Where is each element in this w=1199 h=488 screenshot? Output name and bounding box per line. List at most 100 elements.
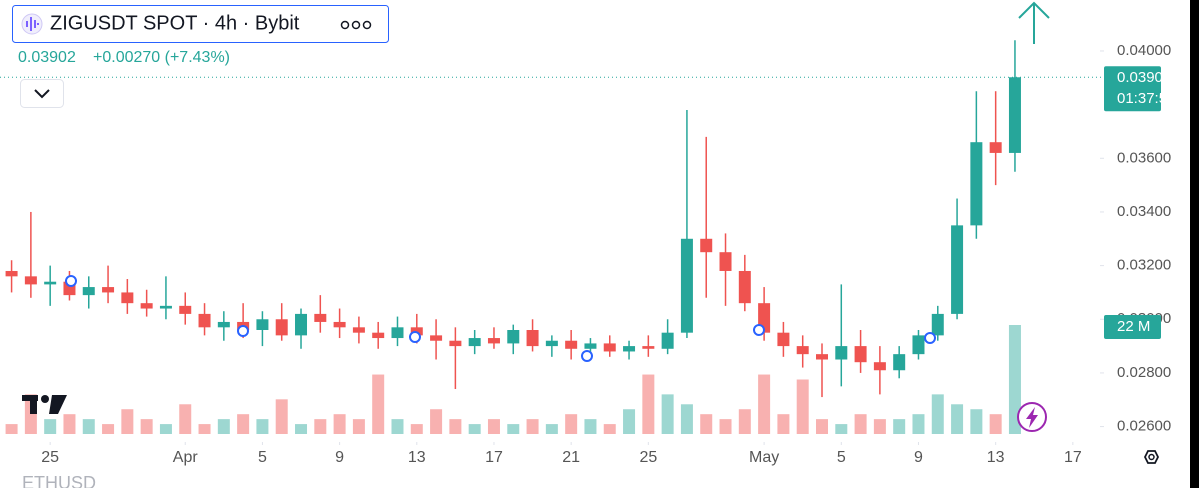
candle-body [507,330,520,344]
y-tick-label: 0.02600 [1117,418,1171,435]
candle-body [256,319,269,330]
x-tick-label: 13 [408,449,426,466]
volume-bar [314,419,327,434]
candle-body [468,338,481,347]
x-tick-label: 5 [837,449,846,466]
symbol-box[interactable] [12,5,389,43]
candle-body [816,354,828,360]
candle-body [430,335,443,341]
volume-bar [391,419,404,434]
volume-bar [893,419,906,434]
settings-icon [1148,453,1155,461]
y-tick-label: 0.03400 [1117,203,1171,220]
volume-bar [295,424,308,434]
price-badge-value: 0.03902 [1117,69,1171,86]
volume-bar [796,379,809,434]
candle-body [719,252,732,271]
volume-bar [468,424,481,434]
volume-bar [526,419,539,434]
volume-bar [661,394,674,434]
symbol-title: ZIGUSDT SPOT · 4h · Bybit [50,12,300,34]
screen-edge [1190,0,1199,488]
volume-bar [217,419,230,434]
candle-body [893,354,906,371]
volume-bar [738,409,751,434]
volume-bar [507,424,520,434]
x-tick-label: 25 [639,449,657,466]
candle-body [295,313,308,336]
candle-body [140,303,153,309]
footer-strip [0,474,1199,488]
volume-bar [835,424,848,434]
candle-body [391,327,404,339]
price-badge [1104,66,1161,112]
candle-body [179,305,192,314]
volume-bar [159,424,172,434]
candle-body [970,142,983,226]
volume-bar [121,409,134,434]
volume-bar [951,404,964,434]
event-marker [409,331,421,343]
volume-bar [700,414,713,434]
event-markers [65,275,936,362]
candle-body [777,332,790,347]
candle-body [951,225,964,314]
volume-bar [603,424,616,434]
volume-bar [777,414,790,434]
volume-bar [680,404,693,434]
up-arrow [1018,1,1050,44]
candle-body [275,319,288,336]
event-marker [65,275,77,287]
volume-badge [1104,315,1161,339]
lightning-icon [1026,407,1038,428]
volume-bar [24,394,37,434]
footer-symbol: ETHUSD [22,473,96,488]
volume-bar [179,404,192,434]
volume-bar [102,424,115,434]
candle-body [738,270,751,304]
volume-bar [584,419,597,434]
y-tick-label: 0.03600 [1117,149,1171,166]
candle-body [912,335,925,355]
candle-body [352,327,365,333]
candle-body [796,346,809,355]
event-marker [581,350,593,362]
candle-body [102,287,115,293]
candle-body [565,340,578,349]
x-tick-label: May [749,449,779,466]
collapse-button[interactable] [20,79,64,108]
candle-body [603,343,616,352]
chevron-icon [34,89,50,99]
price-badge-countdown: 01:37:59 [1117,90,1175,107]
candle-body [700,238,713,253]
candle-body [449,340,462,347]
volume-bar [816,419,828,434]
volume-bar [275,399,288,434]
candle-body [82,287,95,296]
symbol-icon-bars [26,17,39,31]
last-price: 0.03902 [18,49,76,66]
volume-bar [430,409,443,434]
more-button[interactable] [340,20,372,30]
candle-body [584,343,597,349]
candle-body [545,340,558,347]
y-tick-label: 0.02800 [1117,364,1171,381]
volume-bar [82,419,95,434]
candle-body [121,292,134,304]
candle-body [198,313,211,328]
volume-bar [642,374,655,434]
candle-body [989,142,1002,153]
x-tick-label: 5 [258,449,267,466]
volume-bar [198,424,211,434]
event-marker [924,332,936,344]
volume-bar [989,414,1002,434]
candle-body [372,332,385,339]
volume-bar [931,394,944,434]
settings-button[interactable] [1143,450,1160,464]
volume-bar [719,419,732,434]
candle-body [661,332,674,349]
candle-body [487,338,500,344]
x-tick-label: 9 [914,449,923,466]
event-marker [753,324,765,336]
